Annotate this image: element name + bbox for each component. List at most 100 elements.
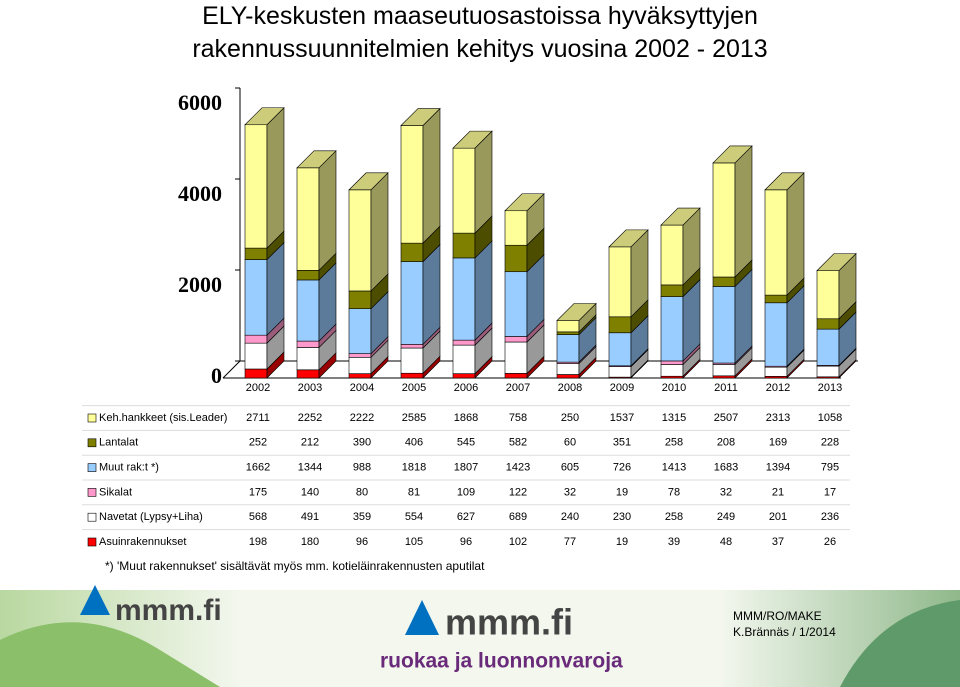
- bar-segment: [504, 210, 528, 246]
- bar-segment: [452, 339, 476, 346]
- bar-segment: [348, 308, 372, 354]
- table-value: 122: [509, 486, 527, 498]
- table-value: 582: [509, 437, 527, 449]
- legend-key: [87, 537, 97, 547]
- legend-label: Asuinrakennukset: [99, 536, 186, 548]
- table-value: 21: [772, 486, 784, 498]
- bar-top: [296, 150, 337, 169]
- table-value: 249: [717, 511, 735, 523]
- table-value: 1683: [714, 462, 738, 474]
- table-value: 491: [301, 511, 319, 523]
- table-value: 258: [665, 437, 683, 449]
- bar-segment: [660, 224, 684, 286]
- bar-segment: [816, 365, 840, 378]
- bar-segment: [764, 189, 788, 296]
- table-value: 32: [720, 486, 732, 498]
- bar-segment: [608, 366, 632, 378]
- bar-top: [556, 303, 597, 321]
- legend-label: Muut rak:t *): [99, 462, 159, 474]
- table-value: 37: [772, 536, 784, 548]
- bar-segment: [764, 302, 788, 367]
- floor: [222, 360, 841, 379]
- bar-segment: [348, 356, 372, 374]
- x-tick-label: 2005: [402, 382, 426, 394]
- bar-side: [734, 145, 753, 278]
- bar-top: [816, 253, 857, 271]
- bar-segment: [712, 364, 736, 377]
- table-value: 80: [356, 486, 368, 498]
- table-value: 689: [509, 511, 527, 523]
- table-value: 545: [457, 437, 475, 449]
- bar-segment: [400, 344, 424, 349]
- bar-top: [452, 130, 493, 149]
- table-value: 109: [457, 486, 475, 498]
- bar-side: [786, 172, 805, 296]
- bar-top: [504, 193, 545, 212]
- bar-side: [266, 107, 285, 249]
- bar-segment: [764, 366, 788, 377]
- bar-segment: [348, 290, 372, 310]
- bar-segment: [400, 242, 424, 262]
- bar-segment: [296, 167, 320, 271]
- y-tick-label: 2000: [178, 272, 222, 297]
- y-tick-label: 0: [211, 363, 222, 388]
- bar-segment: [244, 334, 268, 344]
- bar-segment: [400, 372, 424, 379]
- table-value: 169: [769, 437, 787, 449]
- bar-segment: [244, 342, 268, 370]
- bar-segment: [660, 364, 684, 377]
- table-value: 554: [405, 511, 423, 523]
- table-value: 2585: [402, 412, 426, 424]
- table-value: 568: [249, 511, 267, 523]
- x-tick-label: 2002: [246, 382, 270, 394]
- bar-segment: [452, 373, 476, 379]
- table-value: 2711: [246, 412, 270, 424]
- bar-segment: [296, 270, 320, 281]
- bar-top: [348, 172, 389, 191]
- bar-top: [608, 229, 649, 248]
- table-value: 1537: [610, 412, 634, 424]
- y-tick-label: 4000: [178, 181, 222, 206]
- x-tick-label: 2010: [662, 382, 686, 394]
- credit: K.Brännäs / 1/2014: [733, 625, 836, 639]
- table-value: 230: [613, 511, 631, 523]
- table-value: 39: [668, 536, 680, 548]
- legend-key: [87, 413, 97, 423]
- table-value: 1344: [298, 462, 322, 474]
- table-value: 2222: [350, 412, 374, 424]
- table-value: 228: [821, 437, 839, 449]
- logo-text: mmm.fi: [115, 594, 222, 627]
- bar-segment: [608, 246, 632, 318]
- table-value: 1394: [766, 462, 790, 474]
- bar-segment: [608, 316, 632, 334]
- table-value: 2507: [714, 412, 738, 424]
- slogan: ruokaa ja luonnonvaroja: [380, 650, 623, 673]
- x-tick-label: 2006: [454, 382, 478, 394]
- table-value: 81: [408, 486, 420, 498]
- table-value: 252: [249, 437, 267, 449]
- bar-segment: [504, 336, 528, 343]
- bar-segment: [400, 347, 424, 374]
- logo-text: mmm.fi: [445, 602, 573, 643]
- credit: MMM/RO/MAKE: [733, 609, 822, 623]
- bar-segment: [452, 344, 476, 374]
- table-value: 627: [457, 511, 475, 523]
- bar-segment: [556, 320, 580, 333]
- table-value: 1058: [818, 412, 842, 424]
- bar-segment: [452, 147, 476, 234]
- footer-decoration: [0, 622, 220, 687]
- table-value: 726: [613, 462, 631, 474]
- table-value: 17: [824, 486, 836, 498]
- y-tick-label: 6000: [178, 90, 222, 115]
- legend-key: [87, 512, 97, 522]
- table-value: 26: [824, 536, 836, 548]
- footer-decoration: [840, 600, 960, 687]
- bar-segment: [452, 257, 476, 341]
- x-tick-label: 2009: [610, 382, 634, 394]
- table-value: 988: [353, 462, 371, 474]
- table-value: 140: [301, 486, 319, 498]
- table-value: 201: [769, 511, 787, 523]
- table-value: 2313: [766, 412, 790, 424]
- bar-side: [422, 107, 441, 244]
